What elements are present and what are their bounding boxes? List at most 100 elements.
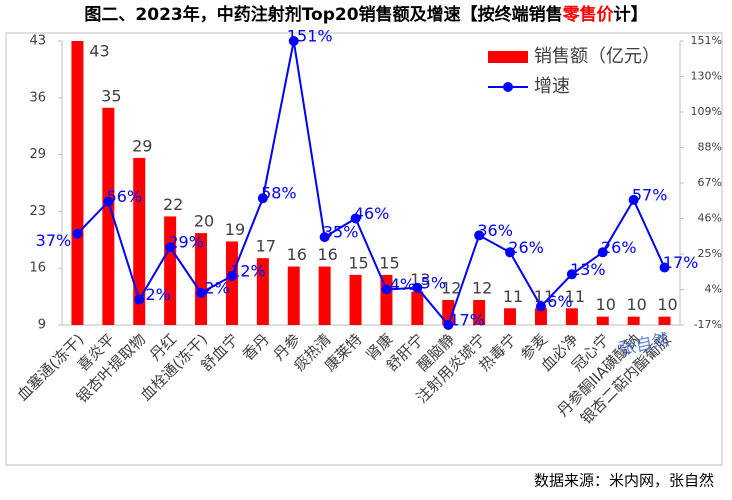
title-part: 图二、2023年，中药注射剂Top20销售额及增速【按终端销售 [84, 4, 562, 25]
bar [102, 107, 115, 325]
y2-tick-label: 130% [691, 70, 722, 83]
bar-value-label: 11 [503, 287, 523, 306]
y2-tick-label: -17% [694, 318, 722, 331]
bar-value-label: 10 [626, 295, 646, 314]
y2-tick-label: 25% [698, 247, 722, 260]
legend-label: 增速 [534, 76, 570, 97]
growth-marker [443, 320, 454, 330]
y2-tick-label: 4% [705, 283, 722, 296]
bar-value-label: 15 [379, 253, 399, 272]
y2-tick-label: 67% [698, 176, 722, 189]
bar-value-label: 11 [565, 287, 585, 306]
chart-title: 图二、2023年，中药注射剂Top20销售额及增速【按终端销售零售价计】 [84, 4, 647, 25]
source: 数据来源：米内网，张自然 [534, 472, 714, 490]
growth-marker [566, 269, 577, 280]
bar-value-label: 12 [472, 278, 492, 297]
growth-marker [659, 262, 670, 273]
growth-value-label: 13% [570, 260, 606, 279]
bar-value-label: 35 [101, 86, 121, 105]
growth-marker [535, 301, 546, 312]
growth-marker [505, 247, 516, 258]
bar-value-label: 16 [287, 245, 307, 264]
growth-marker [103, 196, 114, 207]
bar-value-label: 29 [132, 136, 152, 155]
growth-line [76, 40, 666, 328]
bar [318, 266, 331, 325]
bar [658, 316, 671, 325]
y2-tick-label: 151% [691, 34, 722, 47]
growth-marker [165, 242, 176, 253]
growth-marker [474, 230, 485, 241]
growth-value-label: -2% [140, 285, 171, 304]
title-part: 零售价 [562, 4, 615, 25]
bar-value-label: 43 [89, 42, 109, 61]
growth-marker [628, 194, 639, 205]
x-tick-label: 香丹 [239, 330, 273, 364]
growth-marker [597, 247, 608, 258]
growth-marker [72, 228, 83, 239]
bar [565, 308, 578, 325]
growth-marker [412, 282, 423, 293]
growth-marker [196, 287, 207, 298]
growth-marker [134, 294, 145, 305]
legend-label: 销售额（亿元） [534, 46, 660, 67]
legend-marker [503, 82, 513, 92]
growth-marker [350, 213, 361, 224]
y-tick-label: 29 [29, 147, 46, 162]
bar-value-label: 20 [194, 212, 214, 231]
bar-value-label: 10 [657, 295, 677, 314]
y2-tick-label: 109% [691, 105, 722, 118]
growth-marker [226, 270, 237, 281]
growth-marker [381, 284, 392, 295]
growth-value-label: 2% [204, 278, 229, 297]
growth-value-label: 29% [168, 233, 204, 252]
y-tick-label: 9 [38, 318, 46, 333]
bar-value-label: 10 [596, 295, 616, 314]
y-tick-label: 36 [29, 90, 46, 105]
bar-value-label: 16 [317, 245, 337, 264]
y-tick-label: 16 [29, 261, 46, 276]
growth-value-label: 26% [601, 238, 637, 257]
legend-swatch [488, 51, 528, 63]
bar [225, 241, 238, 325]
growth-value-label: 26% [508, 238, 544, 257]
bar [71, 41, 84, 325]
growth-value-label: 56% [107, 187, 143, 206]
growth-marker [288, 36, 299, 46]
y-tick-label: 23 [29, 204, 46, 219]
growth-value-label: -6% [541, 292, 572, 311]
growth-value-label: 4% [390, 275, 415, 294]
growth-value-label: 35% [323, 223, 359, 242]
growth-value-label: 46% [354, 204, 390, 223]
growth-value-label: 37% [36, 231, 72, 250]
y-tick-label: 43 [29, 34, 46, 49]
growth-value-label: 17% [663, 253, 699, 272]
bar [534, 308, 547, 325]
bar [596, 316, 609, 325]
growth-value-label: 36% [477, 221, 513, 240]
growth-marker [257, 193, 268, 204]
growth-value-label: 151% [287, 27, 333, 46]
chart-frame [5, 32, 723, 466]
bar [627, 316, 640, 325]
bar [473, 299, 486, 325]
growth-value-label: 57% [632, 185, 668, 204]
bar-value-label: 22 [163, 195, 183, 214]
bar [133, 157, 146, 325]
title-part: 计】 [614, 4, 648, 25]
bar [504, 308, 517, 325]
bar-value-label: 15 [348, 253, 368, 272]
growth-value-label: 12% [230, 261, 266, 280]
growth-value-label: -17% [444, 311, 485, 330]
growth-value-label: 5% [421, 273, 446, 292]
y2-tick-label: 88% [698, 141, 722, 154]
bar-value-label: 17 [256, 237, 276, 256]
bar-value-label: 12 [441, 278, 461, 297]
bar [287, 266, 300, 325]
bar [349, 274, 362, 325]
y2-tick-label: 46% [698, 212, 722, 225]
growth-marker [319, 232, 330, 243]
growth-value-label: 58% [261, 184, 297, 203]
bar-value-label: 19 [225, 220, 245, 239]
